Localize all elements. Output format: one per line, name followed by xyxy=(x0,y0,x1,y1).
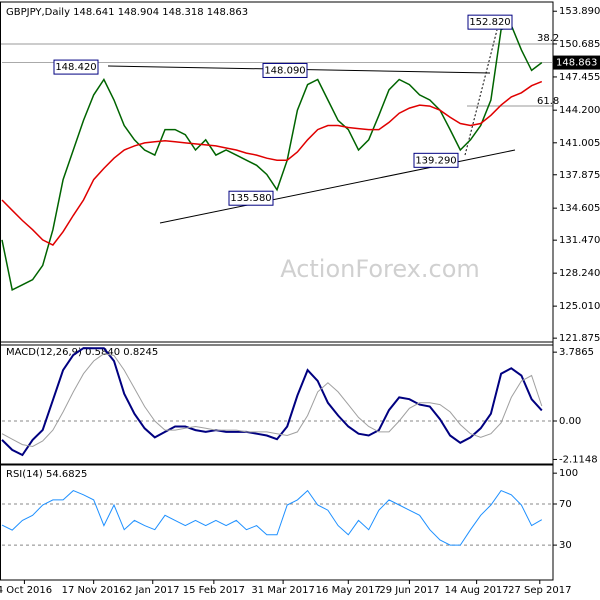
y-tick-label: 128.240 xyxy=(559,268,600,279)
series-line xyxy=(1,24,543,292)
y-tick-label: 0.00 xyxy=(559,416,581,427)
trend-line xyxy=(464,29,498,156)
annotation-box xyxy=(228,190,274,206)
x-tick-label: 31 Mar 2017 xyxy=(251,585,314,596)
y-tick-label: 3.7865 xyxy=(559,347,594,358)
fib-label: 38.2 xyxy=(537,33,559,44)
y-tick-label: 100 xyxy=(559,468,578,479)
y-tick-label: 30 xyxy=(559,540,572,551)
annotation-box xyxy=(467,14,513,30)
y-tick-label: 125.010 xyxy=(559,301,600,312)
x-tick-label: 14 Aug 2017 xyxy=(445,585,509,596)
y-tick-label: -2.1148 xyxy=(559,454,598,465)
x-tick-label: 4 Oct 2016 xyxy=(0,585,52,596)
y-tick-label: 137.875 xyxy=(559,170,600,181)
annotation-box xyxy=(262,62,308,78)
y-tick-label: 131.470 xyxy=(559,235,600,246)
fib-label: 61.8 xyxy=(537,96,559,107)
y-tick-label: 153.890 xyxy=(559,6,600,17)
y-tick-label: 147.455 xyxy=(559,72,600,83)
x-tick-label: 17 Nov 2016 xyxy=(62,585,126,596)
x-tick-label: 15 Feb 2017 xyxy=(183,585,245,596)
annotation-label: 148.090 xyxy=(264,65,305,76)
y-tick-label: 144.200 xyxy=(559,105,600,116)
annotation-label: 148.420 xyxy=(55,62,96,73)
x-tick-label: 16 May 2017 xyxy=(316,585,381,596)
current-price-box xyxy=(553,55,600,70)
series-line xyxy=(1,489,543,546)
y-tick-label: 70 xyxy=(559,499,572,510)
series-line xyxy=(1,347,543,457)
panel-title: RSI(14) 54.6825 xyxy=(6,469,87,480)
current-price-label: 148.863 xyxy=(556,58,597,69)
y-tick-label: 141.005 xyxy=(559,138,600,149)
series-line xyxy=(1,80,543,246)
annotation-label: 139.290 xyxy=(415,155,456,166)
panel-title: MACD(12,26,9) 0.5840 0.8245 xyxy=(6,347,158,358)
x-tick-label: 27 Sep 2017 xyxy=(508,585,571,596)
y-tick-label: 121.875 xyxy=(559,333,600,344)
y-tick-label: 134.605 xyxy=(559,203,600,214)
x-tick-label: 2 Jan 2017 xyxy=(126,585,180,596)
annotation-label: 152.820 xyxy=(469,17,510,28)
annotation-label: 135.580 xyxy=(230,193,271,204)
watermark: ActionForex.com xyxy=(280,255,480,283)
panel-frame xyxy=(0,463,554,581)
panel-frame xyxy=(0,1,554,346)
panel-frame xyxy=(0,341,554,466)
panel-title: GBPJPY,Daily 148.641 148.904 148.318 148… xyxy=(6,7,248,18)
annotation-box xyxy=(413,152,459,168)
series-line xyxy=(1,353,543,448)
annotation-box xyxy=(53,59,99,75)
y-tick-label: 150.685 xyxy=(559,39,600,50)
x-tick-label: 29 Jun 2017 xyxy=(379,585,439,596)
